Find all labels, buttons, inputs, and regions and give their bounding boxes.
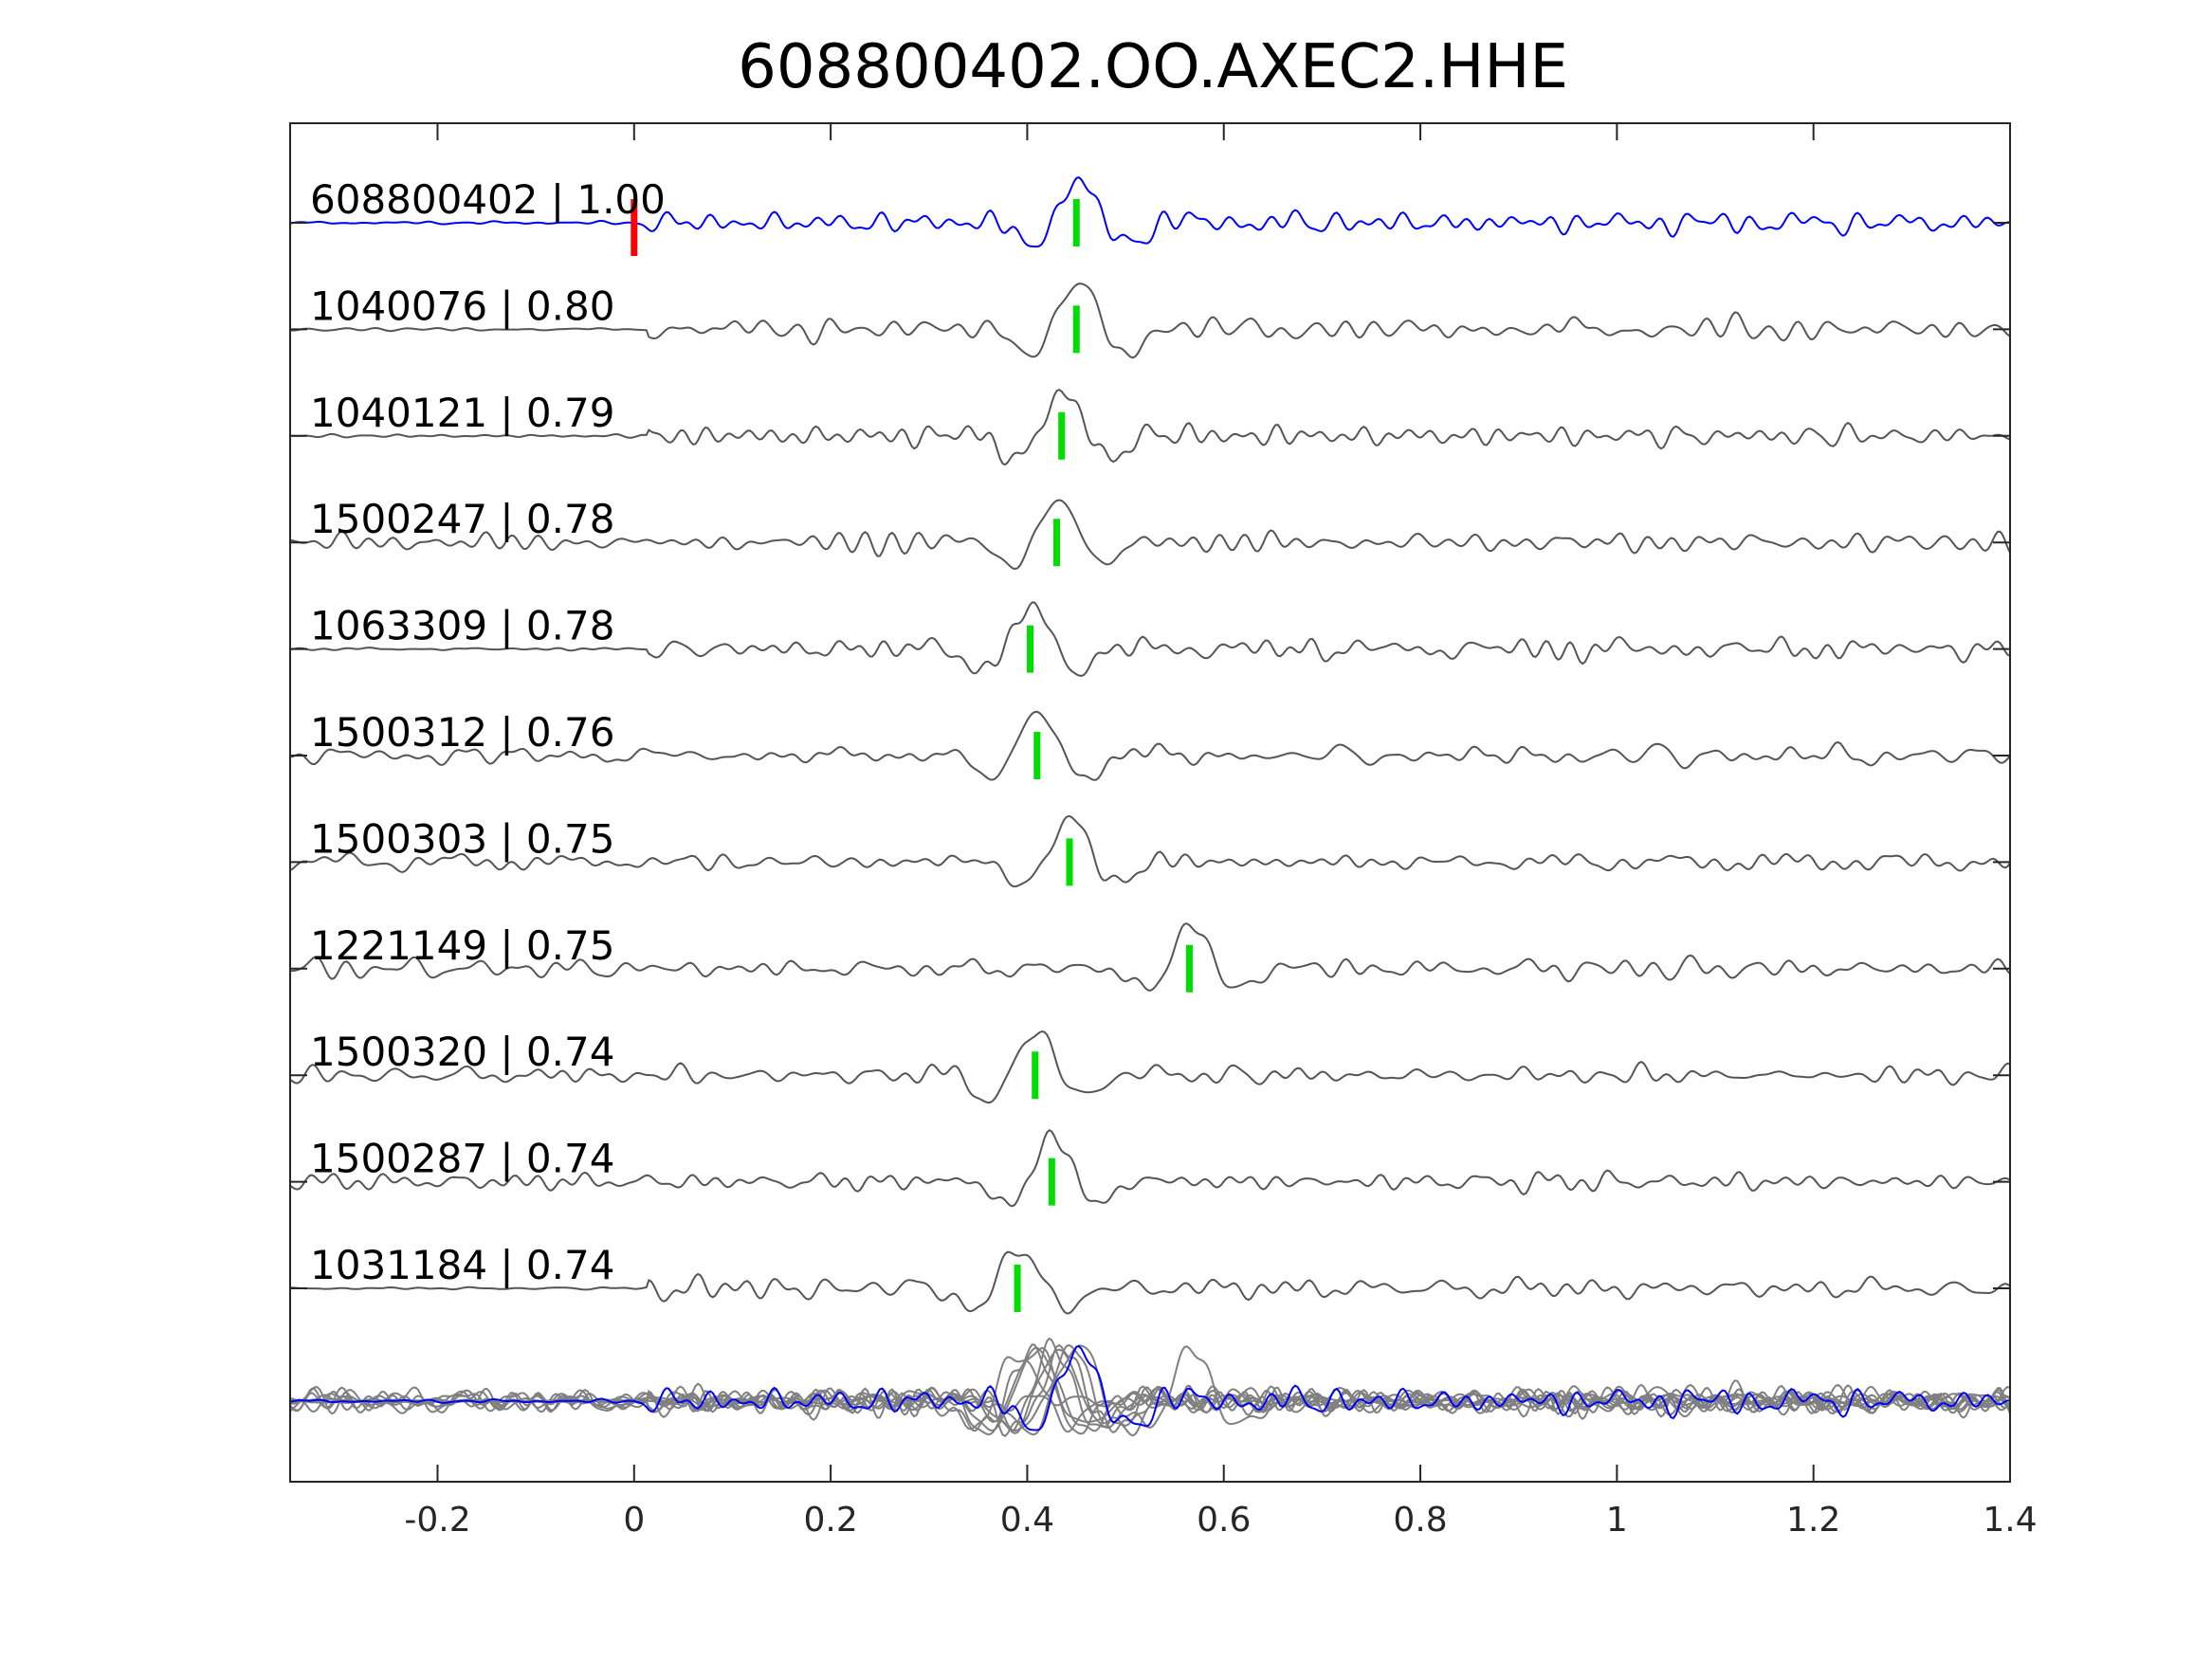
x-tick-label: 0.4: [1000, 1501, 1054, 1540]
trace-1221149: [289, 922, 2011, 992]
trace-label-1221149: 1221149 | 0.75: [310, 922, 614, 969]
x-tick-label: 1.4: [1983, 1501, 2037, 1540]
overlay-stack: [289, 1337, 2011, 1438]
trace-label-608800402: 608800402 | 1.00: [310, 176, 666, 223]
trace-1500312: [289, 710, 2011, 781]
trace-1500320: [289, 1030, 2011, 1104]
x-axis: -0.2 0 0.2 0.4 0.6 0.8 1 1.2 1.4: [290, 123, 2038, 1540]
x-tick-label: -0.2: [404, 1501, 470, 1540]
trace-1500303: [289, 814, 2011, 888]
overlay-trace-1221149: [289, 1345, 2011, 1430]
x-tick-label: 1: [1606, 1501, 1628, 1540]
trace-label-1063309: 1063309 | 0.78: [310, 603, 614, 649]
x-tick-label: 0.2: [803, 1501, 857, 1540]
trace-label-1500303: 1500303 | 0.75: [310, 815, 614, 862]
trace-1063309: [289, 601, 2011, 678]
x-tick-label: 1.2: [1786, 1501, 1840, 1540]
trace-label-1500320: 1500320 | 0.74: [310, 1029, 614, 1075]
trace-1040076: [289, 283, 2011, 359]
trace-label-1500287: 1500287 | 0.74: [310, 1136, 614, 1182]
trace-label-1040076: 1040076 | 0.80: [310, 283, 614, 329]
trace-label-1500247: 1500247 | 0.78: [310, 496, 614, 542]
x-tick-label: 0: [623, 1501, 645, 1540]
labels-layer: 608800402 | 1.00 1040076 | 0.80 1040121 | …: [310, 176, 666, 1288]
trace-label-1031184: 1031184 | 0.74: [310, 1242, 614, 1288]
overlay-trace-1500320: [289, 1346, 2011, 1436]
axes-frame: [289, 122, 2011, 1483]
x-tick-label: 0.8: [1393, 1501, 1447, 1540]
chart-title: 608800402.OO.AXEC2.HHE: [738, 32, 1568, 102]
trace-1500287: [289, 1128, 2011, 1208]
markers-layer: [631, 199, 1193, 1312]
overlay-trace-608800402: [289, 1344, 2010, 1431]
trace-1500247: [289, 499, 2011, 571]
overlay-trace-1500303: [289, 1343, 2011, 1432]
x-tick-label: 0.6: [1197, 1501, 1251, 1540]
trace-label-1500312: 1500312 | 0.76: [310, 709, 614, 756]
trace-label-1040121: 1040121 | 0.79: [310, 390, 614, 436]
traces-layer: [289, 175, 2011, 1315]
trace-608800402: [289, 175, 2010, 248]
trace-1031184: [289, 1250, 2011, 1315]
trace-1040121: [289, 388, 2011, 466]
